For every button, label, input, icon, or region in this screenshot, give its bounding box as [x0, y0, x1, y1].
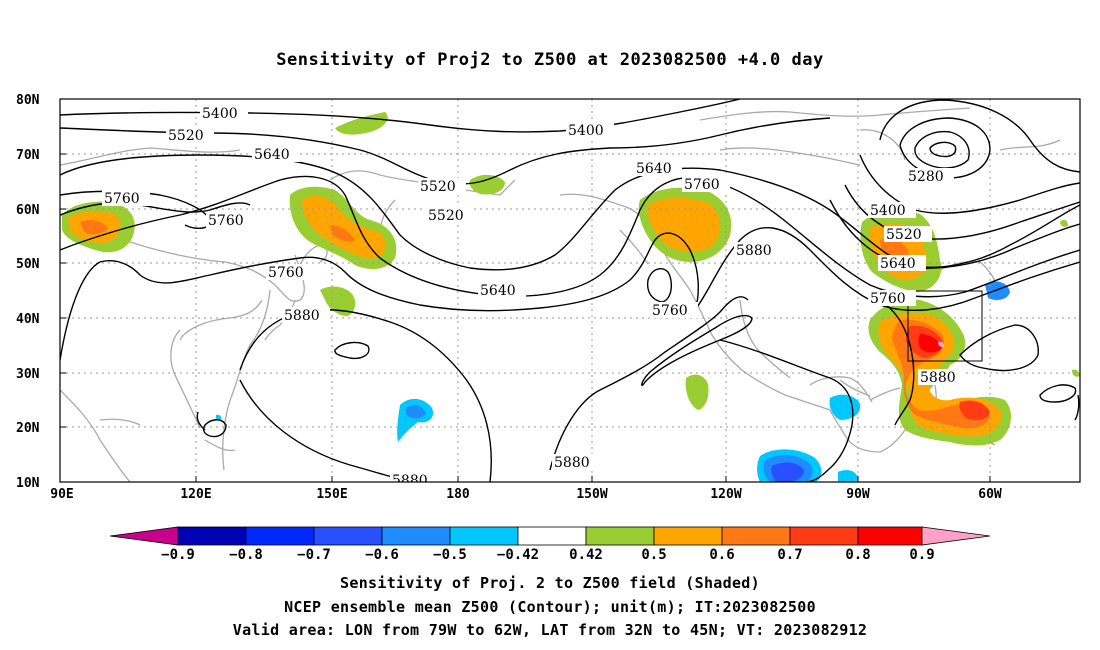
contour-label: 5880 [392, 473, 428, 489]
colorbar-label: −0.6 [365, 547, 399, 563]
caption-contour: NCEP ensemble mean Z500 (Contour); unit(… [284, 598, 816, 616]
map-frame [59, 98, 1081, 483]
colorbar-label: −0.8 [229, 547, 263, 563]
map-title: Sensitivity of Proj2 to Z500 at 20230825… [276, 50, 824, 70]
colorbar-bin [313, 526, 383, 546]
contour-label: 5760 [870, 291, 906, 307]
colorbar-low-end [109, 526, 179, 546]
colorbar-bin [789, 526, 859, 546]
lon-label: 90E [50, 487, 73, 502]
contour-label: 5400 [870, 203, 906, 219]
contour-label: 5640 [480, 283, 516, 299]
lat-label: 80N [16, 93, 40, 108]
colorbar-bin [177, 526, 247, 546]
colorbar-bin [449, 526, 519, 546]
colorbar: −0.9 −0.8 −0.7 −0.6 −0.5 −0.42 0.42 0.5 … [109, 526, 991, 563]
colorbar-labels: −0.9 −0.8 −0.7 −0.6 −0.5 −0.42 0.42 0.5 … [161, 547, 935, 563]
lat-label: 10N [16, 476, 40, 491]
contour-label: 5880 [554, 455, 590, 471]
colorbar-bin [245, 526, 315, 546]
colorbar-label: 0.6 [709, 547, 734, 563]
lat-label: 60N [16, 203, 40, 218]
contour-label: 5520 [420, 179, 456, 195]
contour-label: 5640 [880, 256, 916, 272]
lon-label: 120E [180, 487, 211, 502]
sensitivity-map: 5400 5520 5640 5760 5760 5760 5880 5520 … [16, 93, 1081, 502]
colorbar-bin [517, 526, 587, 546]
negative-sensitivity-shading [215, 281, 1010, 482]
contour-label: 5880 [920, 370, 956, 386]
contour-label: 5880 [284, 308, 320, 324]
caption-valid-area: Valid area: LON from 79W to 62W, LAT fro… [232, 621, 868, 639]
lon-label: 90W [846, 487, 870, 502]
contour-label: 5520 [428, 208, 464, 224]
lon-label: 150W [576, 487, 607, 502]
contour-label: 5760 [652, 303, 688, 319]
colorbar-bin [585, 526, 655, 546]
lat-label: 30N [16, 367, 40, 382]
valid-area-box [907, 290, 983, 362]
lon-label: 120W [710, 487, 741, 502]
colorbar-label: −0.42 [497, 547, 539, 563]
colorbar-bin [381, 526, 451, 546]
contour-label: 5640 [254, 147, 290, 163]
lat-label: 20N [16, 421, 40, 436]
lon-label: 150E [316, 487, 347, 502]
colorbar-label: −0.5 [433, 547, 467, 563]
lat-label: 70N [16, 148, 40, 163]
lat-label: 40N [16, 312, 40, 327]
colorbar-bin [653, 526, 723, 546]
contour-label: 5760 [268, 265, 304, 281]
colorbar-label: 0.7 [777, 547, 802, 563]
lat-lon-grid [60, 99, 1080, 482]
colorbar-label: −0.9 [161, 547, 195, 563]
contour-label: 5400 [568, 123, 604, 139]
colorbar-label: 0.42 [569, 547, 603, 563]
colorbar-high-end [921, 526, 991, 546]
contour-label: 5880 [736, 243, 772, 259]
contour-label: 5760 [684, 177, 720, 193]
latitude-labels: 80N 70N 60N 50N 40N 30N 20N 10N [16, 93, 40, 491]
contour-label: 5280 [908, 169, 944, 185]
colorbar-bin [721, 526, 791, 546]
contour-label: 5760 [208, 213, 244, 229]
colorbar-label: 0.9 [909, 547, 934, 563]
colorbar-label: 0.5 [641, 547, 666, 563]
contour-label: 5760 [104, 191, 140, 207]
lon-label: 180 [446, 487, 470, 502]
contour-label: 5640 [636, 161, 672, 177]
longitude-labels: 90E 120E 150E 180 150W 120W 90W 60W [50, 487, 1002, 502]
colorbar-label: −0.7 [297, 547, 331, 563]
contour-label: 5400 [202, 106, 238, 122]
lon-label: 60W [978, 487, 1002, 502]
tick-marks [59, 98, 991, 482]
colorbar-bin [857, 526, 923, 546]
contour-label: 5520 [886, 227, 922, 243]
contour-label: 5520 [168, 128, 204, 144]
caption-shading: Sensitivity of Proj. 2 to Z500 field (Sh… [340, 574, 760, 592]
lat-label: 50N [16, 257, 40, 272]
contour-label-group: 5400 5520 5640 5760 5760 5760 5880 5520 … [102, 105, 966, 489]
colorbar-label: 0.8 [845, 547, 870, 563]
